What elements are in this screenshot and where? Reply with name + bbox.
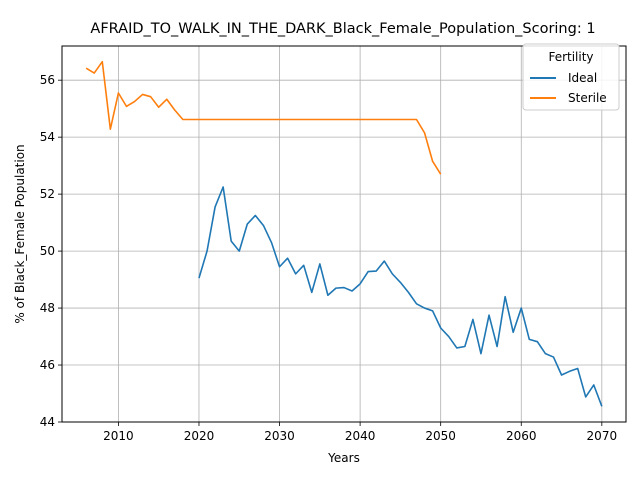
chart-title: AFRAID_TO_WALK_IN_THE_DARK_Black_Female_…: [90, 21, 595, 37]
x-tick-label: 2070: [587, 429, 618, 443]
x-tick-label: 2050: [425, 429, 456, 443]
y-tick-label: 44: [40, 415, 55, 429]
y-tick-label: 52: [40, 187, 55, 201]
legend: Fertility Ideal Sterile: [522, 43, 620, 111]
y-tick-label: 54: [40, 130, 55, 144]
x-tick-label: 2060: [506, 429, 537, 443]
series-lines: [85, 60, 603, 407]
y-axis-ticks: 44 46 48 50 52 54 56: [40, 73, 62, 429]
legend-title: Fertility: [548, 50, 593, 64]
x-tick-label: 2030: [264, 429, 295, 443]
y-tick-label: 50: [40, 244, 55, 258]
series-line-sterile: [85, 60, 442, 175]
plot-frame: [61, 45, 627, 423]
y-tick-label: 46: [40, 358, 55, 372]
legend-label-ideal: Ideal: [568, 71, 597, 85]
series-line-ideal: [198, 186, 603, 407]
x-axis-ticks: 2010 2020 2030 2040 2050 2060 2070: [103, 422, 617, 443]
y-tick-label: 48: [40, 301, 55, 315]
y-axis-label: % of Black_Female Population: [13, 144, 27, 323]
x-axis-label: Years: [327, 451, 360, 465]
legend-label-sterile: Sterile: [568, 91, 607, 105]
x-tick-label: 2020: [184, 429, 215, 443]
legend-box: [522, 43, 620, 111]
x-tick-label: 2010: [103, 429, 134, 443]
x-tick-label: 2040: [345, 429, 376, 443]
y-tick-label: 56: [40, 73, 55, 87]
